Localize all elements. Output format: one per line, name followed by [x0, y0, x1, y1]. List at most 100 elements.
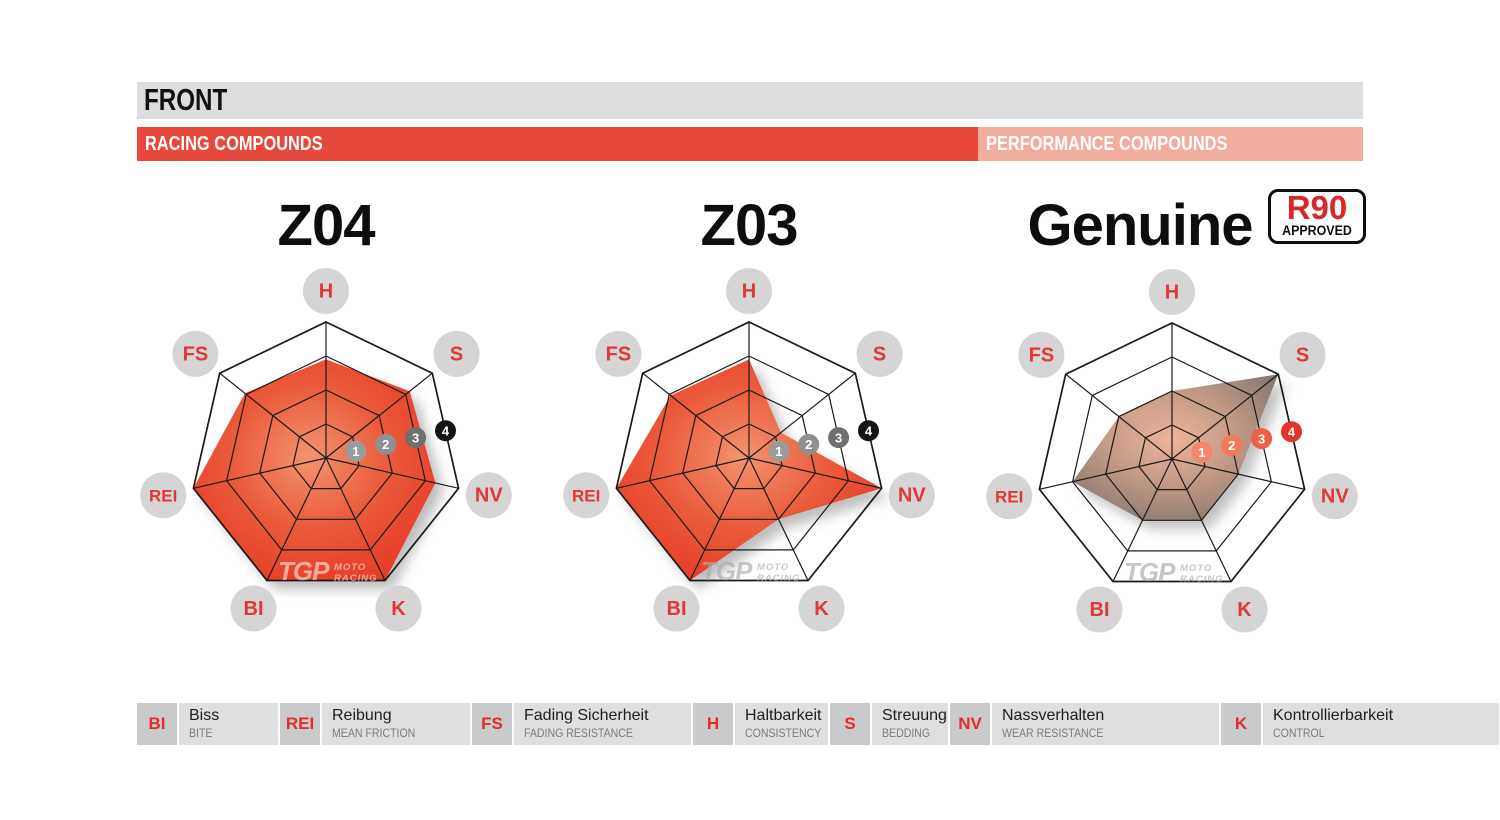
axis-label-text: REI: [995, 488, 1023, 507]
axis-label-text: S: [873, 343, 886, 365]
axis-label-circle: [1018, 331, 1065, 378]
axis-label-circle: [230, 585, 277, 632]
performance-compounds-label: PERFORMANCE COMPOUNDS: [986, 133, 1228, 155]
scale-marker-label: 3: [412, 430, 419, 445]
axis-label-text: S: [1296, 344, 1309, 366]
r90-badge-title: R90: [1286, 189, 1348, 226]
scale-marker-1: 1: [345, 440, 367, 462]
radar-chart-z03: TGP MOTO RACING 1 2 3 4 H S NV K BI REI FS: [549, 258, 949, 658]
scale-marker-label: 2: [1228, 438, 1235, 453]
grid-spoke-S: [748, 372, 856, 459]
r90-badge-subtitle: APPROVED: [1282, 223, 1352, 238]
axis-label-BI: BI: [1076, 586, 1123, 633]
grid-spoke-FS: [642, 372, 750, 459]
axis-label-H: H: [303, 268, 349, 314]
axis-label-FS: FS: [595, 330, 642, 377]
axis-label-circle: [986, 473, 1033, 520]
scale-marker-label: 1: [775, 444, 782, 459]
axis-label-circle: [140, 472, 187, 519]
grid-ring-4: [615, 321, 883, 582]
legend-term-en: MEAN FRICTION: [332, 726, 416, 740]
radar-grid: [615, 321, 883, 582]
scale-marker-label: 1: [352, 444, 359, 459]
radar-grid: [192, 321, 460, 582]
scale-marker-label: 4: [865, 423, 873, 438]
racing-compounds-label: RACING COMPOUNDS: [145, 133, 323, 155]
axis-label-text: NV: [898, 485, 926, 507]
tgp-moto-text: MOTO: [1180, 563, 1212, 574]
grid-spoke-NV: [748, 457, 882, 489]
axis-label-text: K: [814, 598, 829, 620]
legend-term-en: BEDDING: [882, 726, 931, 740]
grid-spoke-K: [1171, 458, 1232, 582]
grid-ring-2: [682, 389, 816, 520]
legend-abbr-K: K: [1221, 703, 1261, 745]
scale-marker-4: 4: [1281, 421, 1302, 443]
axis-label-REI: REI: [140, 472, 187, 519]
legend-term-de: Nassverhalten: [1002, 707, 1105, 724]
axis-label-circle: [595, 330, 642, 377]
legend-item-H: Haltbarkeit CONSISTENCY: [735, 703, 828, 745]
tgp-racing-text: RACING: [1180, 574, 1223, 585]
axis-label-FS: FS: [1018, 331, 1065, 378]
axis-label-circle: [856, 330, 903, 377]
legend-term-en: CONTROL: [1273, 726, 1325, 740]
axis-label-NV: NV: [465, 472, 512, 519]
radar-chart-z04: TGP MOTO RACING 1 2 3 4 H S NV K BI REI FS: [126, 258, 526, 658]
axis-label-text: BI: [244, 598, 264, 620]
radar-chart-genuine: TGP MOTO RACING 1 2 3 4 H S NV K BI REI FS: [972, 259, 1372, 659]
axis-label-text: H: [319, 281, 333, 303]
axis-label-NV: NV: [1311, 473, 1358, 520]
axis-label-circle: [726, 268, 772, 314]
legend-abbr-S: S: [830, 703, 870, 745]
compound-title-z04: Z04: [277, 193, 376, 258]
axis-label-BI: BI: [653, 585, 700, 632]
legend-term-en: BITE: [189, 726, 213, 740]
legend-term-de: Haltbarkeit: [745, 707, 822, 724]
legend-item-NV: Nassverhalten WEAR RESISTANCE: [992, 703, 1219, 745]
radar-data-polygon: [616, 359, 882, 581]
axis-label-text: REI: [572, 487, 600, 506]
grid-ring-3: [1071, 356, 1273, 552]
performance-compounds-bar: PERFORMANCE COMPOUNDS: [978, 127, 1363, 161]
legend-abbr-FS: FS: [472, 703, 512, 745]
scale-marker-label: 3: [835, 430, 842, 445]
axis-label-circle: [1279, 331, 1326, 378]
axis-label-circle: [888, 472, 935, 519]
grid-spoke-REI: [193, 457, 327, 489]
axis-label-REI: REI: [986, 473, 1033, 520]
axis-label-circle: [375, 585, 422, 632]
racing-compounds-bar: RACING COMPOUNDS: [137, 127, 978, 161]
tgp-racing-text: RACING: [757, 573, 800, 584]
axis-label-H: H: [726, 268, 772, 314]
scale-marker-label: 3: [1258, 431, 1265, 446]
axis-label-text: NV: [475, 485, 503, 507]
axis-label-circle: [798, 585, 845, 632]
tgp-racing-text: RACING: [334, 573, 377, 584]
legend-term-de: Biss: [189, 707, 220, 724]
axis-label-circle: [172, 330, 219, 377]
axis-label-circle: [1221, 586, 1268, 633]
legend-term-de: Reibung: [332, 707, 392, 724]
axis-label-text: REI: [149, 487, 177, 506]
axis-label-text: S: [450, 343, 463, 365]
scale-marker-label: 4: [1288, 424, 1296, 439]
scale-marker-label: 4: [442, 423, 450, 438]
grid-ring-4: [192, 321, 460, 582]
axis-label-circle: [653, 585, 700, 632]
compound-title-genuine: Genuine: [1027, 193, 1253, 258]
axis-label-text: K: [1237, 599, 1252, 621]
legend-term-de: Streuung: [882, 707, 947, 724]
grid-ring-3: [225, 355, 427, 551]
axis-label-circle: [563, 472, 610, 519]
axis-label-circle: [303, 268, 349, 314]
scale-marker-3: 3: [828, 427, 850, 449]
legend-item-REI: Reibung MEAN FRICTION: [322, 703, 470, 745]
radar-data-polygon: [193, 359, 436, 581]
